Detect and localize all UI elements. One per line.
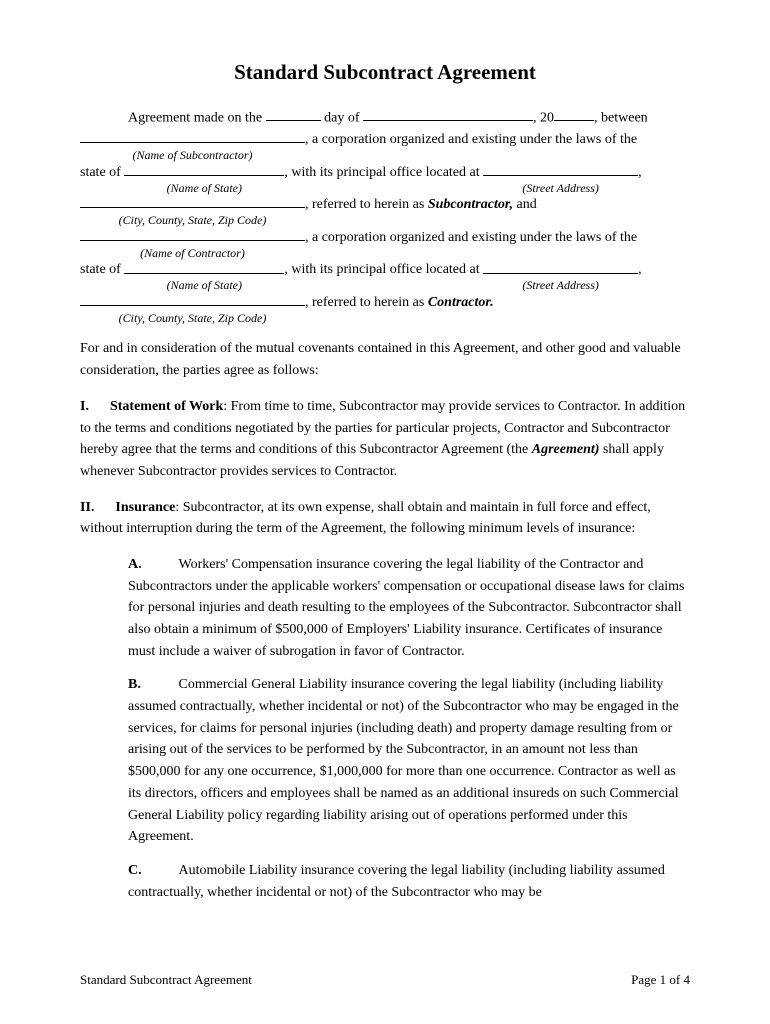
caption-city-2: (City, County, State, Zip Code) (80, 312, 305, 325)
caption-state: (Name of State) (124, 182, 284, 195)
section-1: I. Statement of Work: From time to time,… (80, 396, 690, 483)
text: , between (594, 110, 648, 125)
contractor-label: Contractor. (428, 295, 494, 310)
text: , (638, 165, 642, 180)
section-2-title: Insurance (115, 500, 175, 515)
text: , with its principal office located at (284, 165, 483, 180)
footer-right: Page 1 of 4 (631, 972, 690, 988)
text: day of (321, 110, 363, 125)
text: , (638, 262, 642, 277)
subsection-a: A. Workers' Compensation insurance cover… (128, 554, 690, 662)
text: state of (80, 262, 124, 277)
subsection-c: C. Automobile Liability insurance coveri… (128, 860, 690, 903)
blank-subcontractor-name[interactable] (80, 129, 305, 143)
text: , 20 (533, 110, 554, 125)
text: state of (80, 165, 124, 180)
document-title: Standard Subcontract Agreement (80, 60, 690, 85)
agreement-label: Agreement) (532, 442, 600, 457)
caption-street: (Street Address) (483, 182, 638, 195)
text: and (513, 197, 537, 212)
sub-a-body: Workers' Compensation insurance covering… (128, 557, 685, 659)
sub-b-body: Commercial General Liability insurance c… (128, 677, 679, 844)
caption-state-2: (Name of State) (124, 279, 284, 292)
caption-city: (City, County, State, Zip Code) (80, 214, 305, 227)
subsection-b: B. Commercial General Liability insuranc… (128, 674, 690, 848)
subcontractor-label: Subcontractor, (428, 197, 513, 212)
text: , a corporation organized and existing u… (305, 132, 637, 147)
text: , referred to herein as (305, 295, 428, 310)
sub-b-label: B. (128, 674, 168, 696)
section-1-title: Statement of Work (110, 399, 223, 414)
text: , a corporation organized and existing u… (305, 230, 637, 245)
blank-year[interactable] (554, 107, 594, 121)
blank-month[interactable] (363, 107, 533, 121)
sub-c-body: Automobile Liability insurance covering … (128, 863, 665, 900)
blank-street-2[interactable] (483, 259, 638, 273)
blank-contractor-name[interactable] (80, 227, 305, 241)
blank-city[interactable] (80, 194, 305, 208)
section-2-num: II. (80, 500, 94, 515)
blank-day[interactable] (266, 107, 321, 121)
document-page: Standard Subcontract Agreement Agreement… (0, 0, 770, 1024)
text: , referred to herein as (305, 197, 428, 212)
blank-state-2[interactable] (124, 259, 284, 273)
caption-sub-name: (Name of Subcontractor) (80, 149, 305, 162)
footer-left: Standard Subcontract Agreement (80, 972, 252, 988)
text: , with its principal office located at (284, 262, 483, 277)
intro-paragraph: Agreement made on the day of , 20 , betwe… (80, 107, 690, 324)
sub-a-label: A. (128, 554, 168, 576)
sub-c-label: C. (128, 860, 168, 882)
page-footer: Standard Subcontract Agreement Page 1 of… (80, 972, 690, 988)
caption-street-2: (Street Address) (483, 279, 638, 292)
section-2: II. Insurance: Subcontractor, at its own… (80, 497, 690, 540)
caption-con-name: (Name of Contractor) (80, 247, 305, 260)
blank-street[interactable] (483, 162, 638, 176)
blank-city-2[interactable] (80, 292, 305, 306)
consideration-paragraph: For and in consideration of the mutual c… (80, 338, 690, 381)
blank-state[interactable] (124, 162, 284, 176)
section-1-num: I. (80, 399, 89, 414)
text: Agreement made on the (128, 110, 266, 125)
